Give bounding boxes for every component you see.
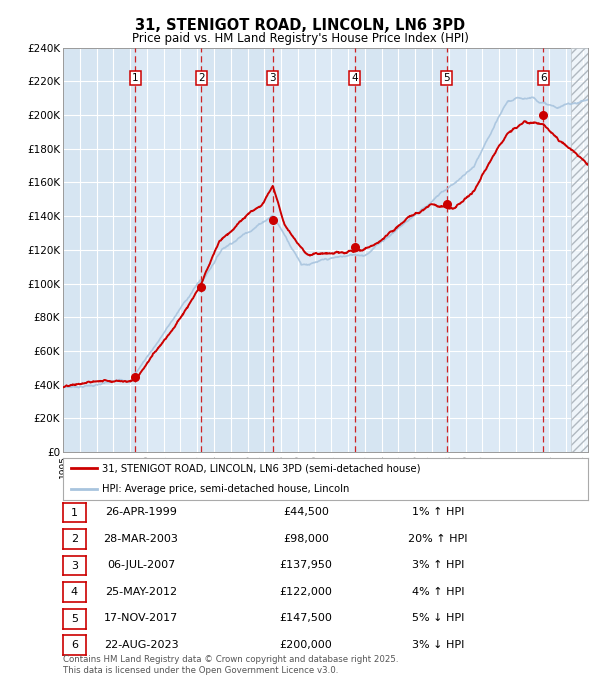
Text: 4% ↑ HPI: 4% ↑ HPI xyxy=(412,587,464,596)
Text: 4: 4 xyxy=(352,73,358,83)
Text: 6: 6 xyxy=(71,640,78,650)
Text: 3: 3 xyxy=(71,560,78,571)
Text: 06-JUL-2007: 06-JUL-2007 xyxy=(107,560,175,570)
Text: 6: 6 xyxy=(540,73,547,83)
Text: 31, STENIGOT ROAD, LINCOLN, LN6 3PD (semi-detached house): 31, STENIGOT ROAD, LINCOLN, LN6 3PD (sem… xyxy=(103,463,421,473)
Text: 1% ↑ HPI: 1% ↑ HPI xyxy=(412,507,464,517)
Text: 22-AUG-2023: 22-AUG-2023 xyxy=(104,640,178,649)
Text: HPI: Average price, semi-detached house, Lincoln: HPI: Average price, semi-detached house,… xyxy=(103,484,350,494)
Text: 2: 2 xyxy=(71,534,78,544)
Text: 3% ↑ HPI: 3% ↑ HPI xyxy=(412,560,464,570)
Text: 5: 5 xyxy=(443,73,450,83)
Text: 1: 1 xyxy=(71,507,78,517)
Bar xyxy=(201,48,273,452)
Text: 31, STENIGOT ROAD, LINCOLN, LN6 3PD: 31, STENIGOT ROAD, LINCOLN, LN6 3PD xyxy=(135,18,465,33)
Text: £137,950: £137,950 xyxy=(280,560,332,570)
Text: 3: 3 xyxy=(269,73,276,83)
Text: 25-MAY-2012: 25-MAY-2012 xyxy=(105,587,177,596)
Text: £98,000: £98,000 xyxy=(283,534,329,543)
Text: 1: 1 xyxy=(132,73,139,83)
Text: £122,000: £122,000 xyxy=(280,587,332,596)
Text: Contains HM Land Registry data © Crown copyright and database right 2025.
This d: Contains HM Land Registry data © Crown c… xyxy=(63,655,398,675)
Text: Price paid vs. HM Land Registry's House Price Index (HPI): Price paid vs. HM Land Registry's House … xyxy=(131,32,469,45)
Bar xyxy=(63,48,136,452)
Text: 28-MAR-2003: 28-MAR-2003 xyxy=(104,534,178,543)
Text: 26-APR-1999: 26-APR-1999 xyxy=(105,507,177,517)
Text: 4: 4 xyxy=(71,587,78,597)
Text: £200,000: £200,000 xyxy=(280,640,332,649)
Bar xyxy=(355,48,447,452)
Text: 20% ↑ HPI: 20% ↑ HPI xyxy=(408,534,468,543)
Text: £147,500: £147,500 xyxy=(280,613,332,623)
Text: 17-NOV-2017: 17-NOV-2017 xyxy=(104,613,178,623)
Text: 5: 5 xyxy=(71,613,78,624)
Text: 3% ↓ HPI: 3% ↓ HPI xyxy=(412,640,464,649)
Text: 2: 2 xyxy=(198,73,205,83)
Text: 5% ↓ HPI: 5% ↓ HPI xyxy=(412,613,464,623)
Text: £44,500: £44,500 xyxy=(283,507,329,517)
